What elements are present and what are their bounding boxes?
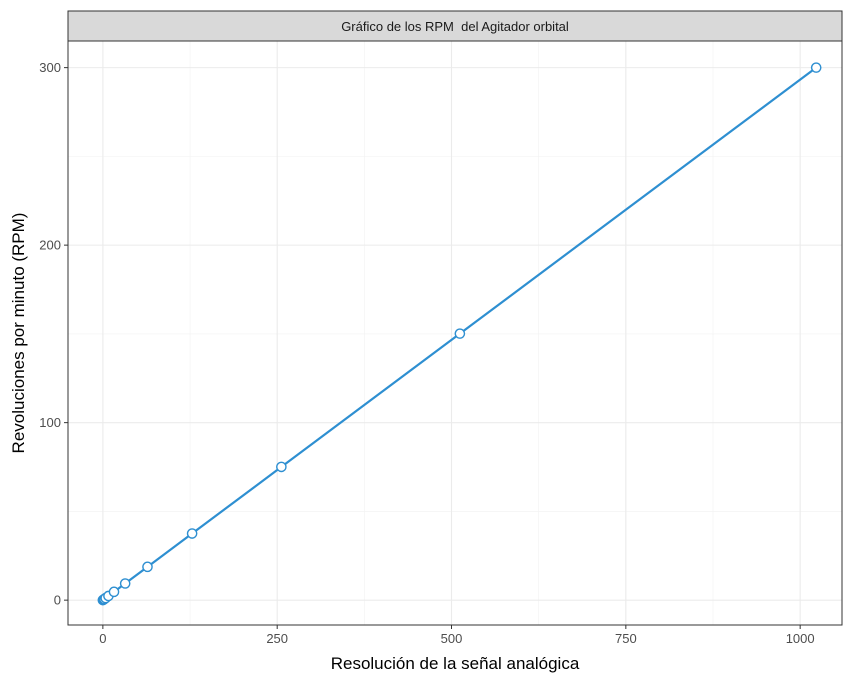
y-tick-label: 200 xyxy=(39,238,61,253)
plot-panel xyxy=(67,40,843,626)
series-layer xyxy=(97,62,822,606)
x-tick-label: 0 xyxy=(99,631,106,646)
x-tick-label: 750 xyxy=(615,631,637,646)
axes: 0 250 500 750 1000 0 100 200 300 xyxy=(39,60,814,646)
data-point xyxy=(454,328,466,339)
strip-background xyxy=(67,10,843,42)
y-tick-label: 100 xyxy=(39,415,61,430)
data-point xyxy=(186,528,198,539)
data-point xyxy=(119,578,131,589)
x-tick-label: 500 xyxy=(441,631,463,646)
grid xyxy=(68,41,842,625)
data-point xyxy=(108,586,120,598)
chart-title: Gráfico de los RPM del Agitador orbital xyxy=(341,19,569,34)
y-tick-label: 300 xyxy=(39,60,61,75)
data-point xyxy=(142,561,153,573)
x-tick-label: 1000 xyxy=(786,631,815,646)
data-point xyxy=(810,62,822,73)
data-point xyxy=(276,461,287,473)
x-tick-label: 250 xyxy=(266,631,288,646)
x-axis-title: Resolución de la señal analógica xyxy=(331,654,580,673)
y-tick-label: 0 xyxy=(54,593,61,608)
y-axis-title: Revoluciones por minuto (RPM) xyxy=(9,213,28,454)
